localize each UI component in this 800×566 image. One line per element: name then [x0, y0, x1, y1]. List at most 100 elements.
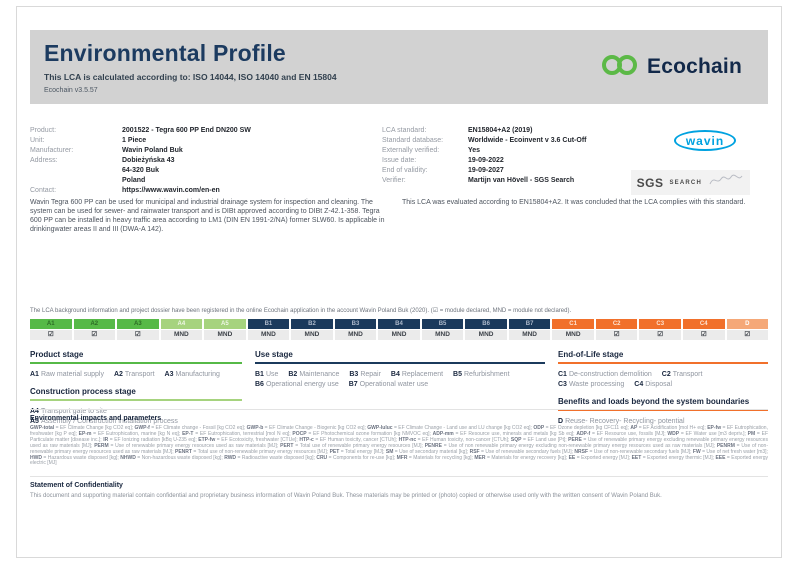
- stage-label: Assembly / Construction installation pro…: [40, 418, 178, 425]
- info-row-product: Product: 2001522 - Tegra 600 PP End DN20…: [30, 126, 382, 136]
- sgs-search-logo: SGS SEARCH: [630, 170, 750, 195]
- module-header: B7: [508, 319, 551, 329]
- impact-code: ETP-fw: [198, 436, 216, 443]
- impact-code: PM: [747, 430, 756, 437]
- lca-info: LCA standard: EN15804+A2 (2019) Standard…: [382, 126, 768, 196]
- stage-label: Operational energy use: [265, 381, 339, 388]
- stage-code: A2: [113, 371, 123, 378]
- stage-item: A3 Manufacturing: [165, 370, 220, 380]
- stage-heading: Benefits and loads beyond the system bou…: [558, 397, 750, 406]
- impact-code: HTP-c: [299, 436, 314, 443]
- app-version: Ecochain v3.5.57: [44, 87, 98, 94]
- stage-heading: Product stage: [30, 350, 84, 359]
- impact-code: PENRT: [175, 448, 192, 455]
- stage-label: Reuse- Recovery- Recycling- potential: [565, 418, 685, 425]
- impact-code: PENRE: [424, 442, 442, 449]
- impact-code: GWP-b: [246, 425, 264, 431]
- impact-code: MFR: [396, 454, 408, 461]
- stage-legend: Product stage A1 Raw material supply A2 Tr…: [30, 350, 768, 427]
- info-row-standard: LCA standard: EN15804+A2 (2019): [382, 126, 638, 136]
- info-row-manufacturer: Manufacturer: Wavin Poland Buk: [30, 146, 382, 156]
- infinity-icon: [600, 53, 640, 82]
- info-row-validity: End of validity: 19-09-2027: [382, 166, 638, 176]
- impact-code: NHWD: [120, 454, 136, 461]
- stage-rule: [558, 362, 768, 364]
- impact-code: SM: [385, 448, 394, 455]
- description-section: Wavin Tegra 600 PP can be used for munic…: [30, 198, 768, 234]
- stage-items: B1 Use B2 Maintenance B3 Repair B4 Replaceme…: [255, 370, 545, 390]
- signature-icon: [708, 173, 744, 192]
- verified-value: Yes: [468, 147, 481, 154]
- impact-code: GWP-f: [134, 425, 150, 431]
- stage-item: A5 Assembly / Construction installation p…: [30, 417, 242, 427]
- stage-code: A5: [30, 418, 39, 425]
- contact-link[interactable]: https://www.wavin.com/en-en: [122, 187, 220, 194]
- field-label: Issue date:: [382, 157, 417, 164]
- module-header: B5: [421, 319, 464, 329]
- stage-item: B1 Use: [255, 370, 278, 380]
- confidentiality-heading: Statement of Confidentiality: [30, 482, 123, 489]
- product-description: Wavin Tegra 600 PP can be used for munic…: [30, 199, 385, 233]
- impact-code: EP-T: [182, 430, 194, 437]
- impact-code: IR: [103, 436, 109, 443]
- impact-code: FW: [692, 448, 701, 455]
- info-row-database: Standard database: Worldwide - Ecoinvent…: [382, 136, 638, 146]
- info-row-verifier: Verifier: Martijn van Hövell - SGS Searc…: [382, 176, 638, 186]
- report-page: Environmental Profile This LCA is calcul…: [16, 6, 782, 558]
- impact-code: RWD: [224, 454, 237, 461]
- field-label: Unit:: [30, 137, 45, 144]
- stage-label: Disposal: [645, 381, 673, 388]
- database-value: Worldwide - Ecoinvent v 3.6 Cut-Off: [468, 137, 587, 144]
- stage-item: C1 De-construction demolition: [558, 370, 652, 380]
- module-status: MND: [421, 330, 464, 340]
- module-header: D: [726, 319, 769, 329]
- page-subtitle: This LCA is calculated according to: ISO…: [44, 72, 337, 82]
- module-header: C2: [595, 319, 638, 329]
- impact-code: PERE: [568, 436, 582, 443]
- stage-rule: [255, 362, 545, 364]
- stage-items: C1 De-construction demolition C2 Transport…: [558, 370, 768, 390]
- impacts-text: GWP-total = EF Climate Change [kg CO2 eq…: [30, 425, 769, 467]
- stage-label: Transport gate to site: [40, 408, 107, 415]
- module-status: MND: [291, 330, 333, 340]
- stage-code: B4: [390, 371, 400, 378]
- impact-code: PERT: [280, 442, 294, 449]
- impact-code: HTP-nc: [398, 436, 417, 443]
- stage-heading: Construction process stage: [30, 387, 136, 396]
- impact-code: EEE: [715, 454, 726, 461]
- info-row-unit: Unit: 1 Piece: [30, 136, 382, 146]
- stage-label: Waste processing: [568, 381, 625, 388]
- module-header: A3: [117, 319, 159, 329]
- module-header: B1: [247, 319, 290, 329]
- module-header: B6: [465, 319, 507, 329]
- stage-code: B5: [453, 371, 462, 378]
- header-text: Environmental Profile This LCA is calcul…: [44, 40, 337, 94]
- module-status: ☑: [639, 330, 681, 340]
- module-status: MND: [204, 330, 246, 340]
- stage-label: Transport: [672, 371, 703, 378]
- legend-col-use: Use stage B1 Use B2 Maintenance B3 Repair B…: [255, 350, 545, 427]
- module-status: ☑: [682, 330, 725, 340]
- page-title: Environmental Profile: [44, 40, 286, 66]
- impacts-section: Environmental impacts and parameters GWP…: [30, 415, 768, 467]
- module-header: A4: [160, 319, 203, 329]
- info-row-issue-date: Issue date: 19-09-2022: [382, 156, 638, 166]
- stage-item: A1 Raw material supply: [30, 370, 104, 380]
- stage-item: C2 Transport: [662, 370, 703, 380]
- impact-code: EE: [568, 454, 576, 461]
- stage-label: De-construction demolition: [568, 371, 652, 378]
- stage-code: C1: [558, 371, 567, 378]
- impact-code: GWP-luluc: [367, 425, 393, 431]
- module-status: ☑: [726, 330, 769, 340]
- module-header: C1: [552, 319, 594, 329]
- field-label: End of validity:: [382, 167, 428, 174]
- impact-code: PERM: [94, 442, 109, 449]
- divider: [30, 476, 768, 477]
- info-row-verified: Externally verified: Yes: [382, 146, 638, 156]
- impact-code: POCP: [292, 430, 307, 437]
- field-label: Product:: [30, 127, 57, 134]
- impact-code: AP: [630, 425, 638, 431]
- field-label: Manufacturer:: [30, 147, 74, 154]
- standard-value: EN15804+A2 (2019): [468, 127, 533, 134]
- stage-label: Use: [265, 371, 279, 378]
